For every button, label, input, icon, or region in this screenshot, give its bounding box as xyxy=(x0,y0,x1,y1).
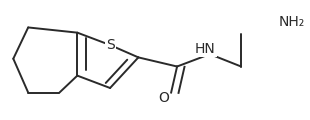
Text: S: S xyxy=(106,38,114,52)
Text: HN: HN xyxy=(195,42,216,56)
Text: O: O xyxy=(158,91,169,105)
Text: NH₂: NH₂ xyxy=(278,15,305,29)
